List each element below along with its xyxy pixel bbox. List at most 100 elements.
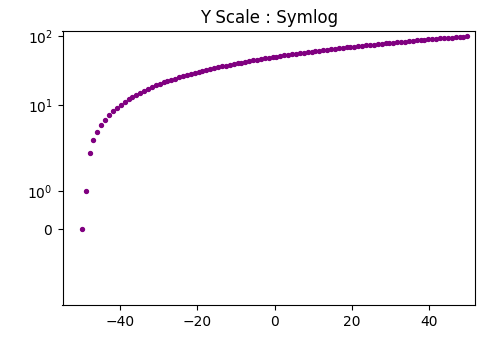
Point: [124, 96, 132, 102]
Point: [393, 39, 401, 45]
Point: [234, 61, 241, 66]
Point: [448, 35, 456, 40]
Point: [401, 39, 409, 44]
Point: [354, 44, 362, 49]
Point: [86, 150, 94, 155]
Point: [144, 86, 152, 92]
Point: [116, 102, 124, 107]
Point: [105, 113, 113, 118]
Point: [284, 52, 292, 58]
Point: [94, 129, 102, 135]
Point: [405, 38, 413, 44]
Point: [288, 51, 296, 57]
Point: [424, 37, 432, 42]
Point: [382, 41, 390, 46]
Point: [386, 40, 394, 46]
Point: [202, 67, 210, 73]
Point: [292, 51, 300, 57]
Point: [416, 37, 424, 43]
Point: [323, 47, 331, 52]
Point: [194, 69, 202, 75]
Point: [148, 84, 156, 90]
Point: [113, 105, 121, 110]
Point: [190, 70, 198, 75]
Point: [206, 66, 214, 72]
Point: [230, 61, 237, 67]
Point: [175, 74, 183, 80]
Point: [245, 58, 253, 64]
Point: [238, 60, 246, 65]
Point: [261, 56, 269, 61]
Title: Y Scale : Symlog: Y Scale : Symlog: [200, 9, 338, 26]
Point: [296, 50, 304, 56]
Point: [316, 48, 324, 54]
Point: [132, 92, 140, 97]
Point: [82, 188, 90, 193]
Point: [276, 53, 284, 59]
Point: [444, 35, 452, 40]
Point: [249, 58, 257, 63]
Point: [440, 35, 448, 41]
Point: [374, 42, 382, 47]
Point: [304, 49, 312, 55]
Point: [319, 47, 327, 53]
Point: [464, 34, 471, 39]
Point: [187, 71, 195, 77]
Point: [327, 47, 335, 52]
Point: [366, 42, 374, 48]
Point: [428, 36, 436, 42]
Point: [164, 78, 172, 84]
Point: [308, 49, 316, 55]
Point: [452, 35, 460, 40]
Point: [226, 62, 234, 68]
Point: [214, 64, 222, 70]
Point: [272, 54, 280, 59]
Point: [409, 38, 417, 44]
Point: [160, 80, 168, 85]
Point: [257, 56, 265, 62]
Point: [101, 117, 109, 122]
Point: [109, 108, 117, 114]
Point: [335, 46, 343, 51]
Point: [253, 57, 261, 62]
Point: [120, 99, 128, 105]
Point: [420, 37, 428, 43]
Point: [268, 55, 276, 60]
Point: [280, 53, 288, 58]
Point: [362, 43, 370, 48]
Point: [97, 122, 105, 128]
Point: [456, 34, 464, 40]
Point: [342, 45, 350, 50]
Point: [140, 88, 148, 93]
Point: [78, 226, 86, 232]
Point: [183, 72, 191, 78]
Point: [90, 138, 98, 143]
Point: [218, 64, 226, 69]
Point: [346, 44, 354, 50]
Point: [350, 44, 358, 49]
Point: [156, 81, 164, 87]
Point: [171, 76, 179, 81]
Point: [412, 38, 420, 43]
Point: [210, 66, 218, 71]
Point: [378, 41, 386, 47]
Point: [136, 90, 144, 95]
Point: [397, 39, 405, 45]
Point: [198, 68, 206, 74]
Point: [460, 34, 468, 39]
Point: [168, 77, 175, 83]
Point: [128, 94, 136, 99]
Point: [222, 63, 230, 68]
Point: [312, 48, 320, 54]
Point: [390, 40, 398, 45]
Point: [432, 36, 440, 42]
Point: [370, 42, 378, 47]
Point: [436, 36, 444, 41]
Point: [242, 59, 250, 64]
Point: [338, 45, 346, 51]
Point: [358, 43, 366, 48]
Point: [331, 46, 339, 51]
Point: [152, 83, 160, 88]
Point: [264, 55, 272, 61]
Point: [179, 73, 187, 79]
